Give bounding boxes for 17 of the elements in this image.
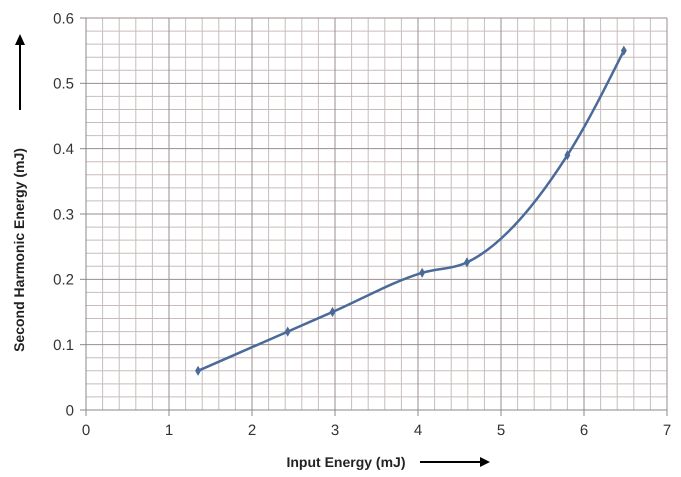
x-axis-title: Input Energy (mJ): [286, 454, 406, 470]
y-axis-title: Second Harmonic Energy (mJ): [11, 148, 27, 352]
x-tick-label: 6: [580, 422, 588, 439]
x-tick-label: 7: [662, 422, 672, 439]
x-tick-label: 2: [248, 422, 256, 439]
y-tick-label: 0.5: [53, 76, 74, 93]
x-tick-label: 1: [164, 422, 174, 439]
x-tick-label: 4: [414, 422, 422, 439]
y-tick-label: 0: [66, 402, 74, 420]
x-tick-label: 0: [82, 422, 90, 439]
y-tick-label: 0.1: [53, 336, 74, 354]
x-tick-label: 5: [496, 422, 506, 439]
y-tick-label: 0.6: [53, 10, 74, 28]
y-tick-label: 0.3: [53, 206, 74, 224]
y-tick-label: 0.2: [53, 272, 74, 289]
y-tick-label: 0.4: [53, 140, 74, 158]
x-tick-label: 3: [330, 422, 340, 439]
